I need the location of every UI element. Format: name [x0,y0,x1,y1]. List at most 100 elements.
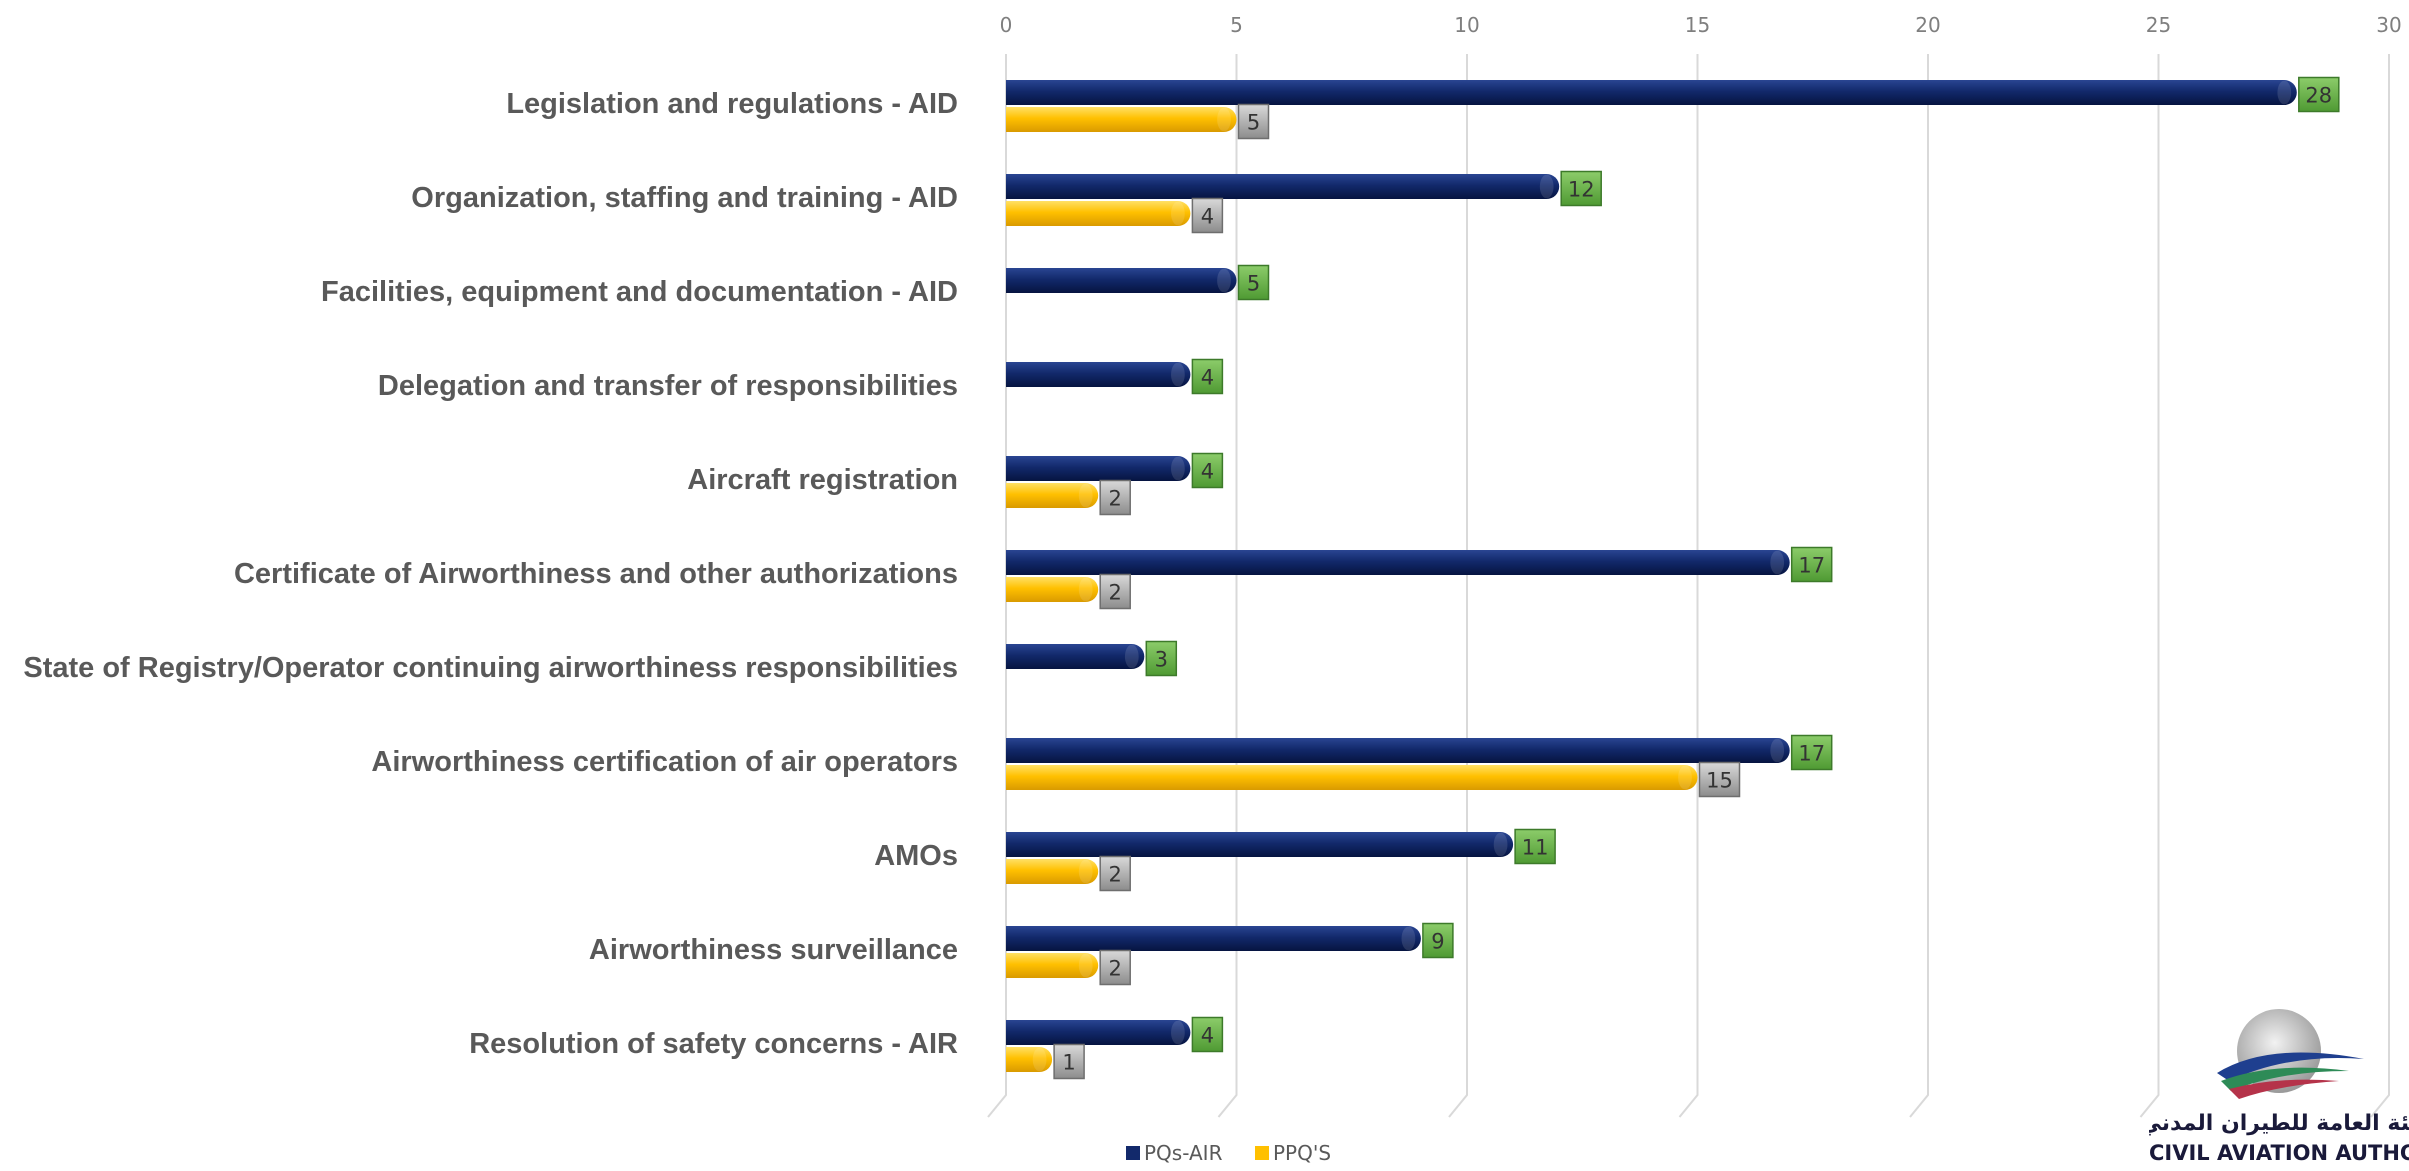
bar-pqs-air [1006,832,1514,857]
data-label: 2 [1109,581,1122,605]
bar-pqs-air [1006,1020,1191,1045]
category-label: Facilities, equipment and documentation … [321,276,958,308]
data-label: 2 [1109,863,1122,887]
logo-english-name: CIVIL AVIATION AUTHORITY [2149,1141,2409,1165]
bar-pqs-air [1006,926,1421,951]
gridline [2370,54,2390,1118]
bar-cap [1078,577,1093,602]
bar-ppqs [1006,483,1099,508]
bar-cap [1678,765,1692,790]
data-label: 1 [1062,1051,1075,1075]
data-label-box [1422,922,1454,959]
bar-pqs-air [1006,362,1191,387]
civil-aviation-authority-logo: الهيئة العامة للطيران المدني CIVIL AVIAT… [2149,1001,2409,1171]
data-label-box [1099,949,1131,986]
bar-ppqs [1006,953,1099,978]
x-tick-label: 10 [1454,13,1479,37]
gridlines [987,54,2390,1118]
data-label-box [1191,358,1224,395]
bar-pqs-air [1006,644,1145,669]
data-label: 5 [1247,272,1260,296]
data-label-box [1237,264,1270,301]
bar-cap [2277,80,2292,105]
data-label: 17 [1798,554,1825,578]
bar-cap [1032,1047,1047,1072]
data-label-box [1790,546,1833,583]
data-label: 2 [1109,957,1122,981]
x-tick-label: 0 [1000,13,1013,37]
category-axis: Legislation and regulations - AID Organiz… [23,88,958,1060]
bar-pqs-air [1006,456,1191,481]
data-label-box [1191,1016,1224,1053]
gridline [1909,54,1929,1118]
bars [1006,79,2297,1072]
x-tick-label: 20 [1915,13,1940,37]
data-label-box [2298,76,2340,113]
bar-ppqs [1006,765,1698,790]
data-label: 5 [1247,111,1260,135]
bar-pqs-air [1006,550,1790,575]
category-label: Aircraft registration [687,464,958,496]
x-axis: 0 5 10 15 20 25 30 [1000,13,2402,37]
category-label: Resolution of safety concerns - AIR [469,1028,958,1060]
bar-cap [1401,926,1416,951]
data-label: 9 [1431,930,1444,954]
bar-pqs-air [1006,79,2297,105]
gridline [1678,54,1699,1118]
category-label: Legislation and regulations - AID [506,88,958,120]
bar-cap [1078,859,1093,884]
category-label: AMOs [874,840,958,872]
data-label-box [1560,170,1602,207]
data-label-box [1514,828,1556,865]
data-label-box [1790,734,1833,771]
legend-swatch [1255,1146,1269,1160]
bar-cap [1493,832,1508,857]
bar-cap [1539,174,1554,199]
category-label: Certificate of Airworthiness and other a… [234,558,958,590]
data-label: 4 [1201,366,1214,390]
gridline [2139,54,2160,1118]
globe-emblem-icon [2217,1009,2364,1099]
bar-pqs-air [1006,268,1237,293]
bar-ppqs [1006,859,1099,884]
data-label-box [1099,573,1131,610]
bar-pqs-air [1006,738,1790,763]
data-labels: 28 5 12 4 5 4 4 2 17 2 3 17 15 11 2 9 2 4 1 [1053,76,2340,1080]
data-label-box [1145,640,1178,677]
gridline [1217,54,1238,1118]
bar-cap [1171,456,1185,481]
category-label: Airworthiness certification of air opera… [371,746,958,778]
data-label: 4 [1201,205,1214,229]
data-label-box [1698,761,1741,798]
legend-entry: PQs-AIR [1144,1141,1223,1165]
category-label: Airworthiness surveillance [589,934,958,966]
gridline [1448,54,1468,1118]
bar-ppqs [1006,1047,1053,1072]
bar-cap [1171,201,1185,226]
bar-cap [1770,738,1785,763]
data-label-box [1191,452,1224,489]
bar-cap [1171,1020,1185,1045]
x-tick-label: 25 [2146,13,2171,37]
bar-cap [1078,483,1093,508]
bar-ppqs [1006,577,1099,602]
category-label: Delegation and transfer of responsibilit… [378,370,958,402]
data-label: 28 [2305,84,2332,108]
gridline [987,54,1007,1118]
data-label: 17 [1798,742,1825,766]
x-tick-label: 5 [1230,13,1243,37]
data-label: 4 [1201,1024,1214,1048]
data-label: 4 [1201,460,1214,484]
category-label: State of Registry/Operator continuing ai… [23,652,958,684]
data-label: 3 [1155,648,1168,672]
data-label-box [1053,1043,1085,1080]
bar-ppqs [1006,106,1237,132]
bar-cap [1770,550,1785,575]
bar-cap [1217,107,1231,132]
data-label-box [1237,103,1270,140]
legend: PQs-AIR PPQ'S [1126,1141,1331,1165]
data-label: 12 [1568,178,1595,202]
bar-ppqs [1006,201,1191,226]
bar-pqs-air [1006,174,1560,199]
bar-cap [1171,362,1185,387]
